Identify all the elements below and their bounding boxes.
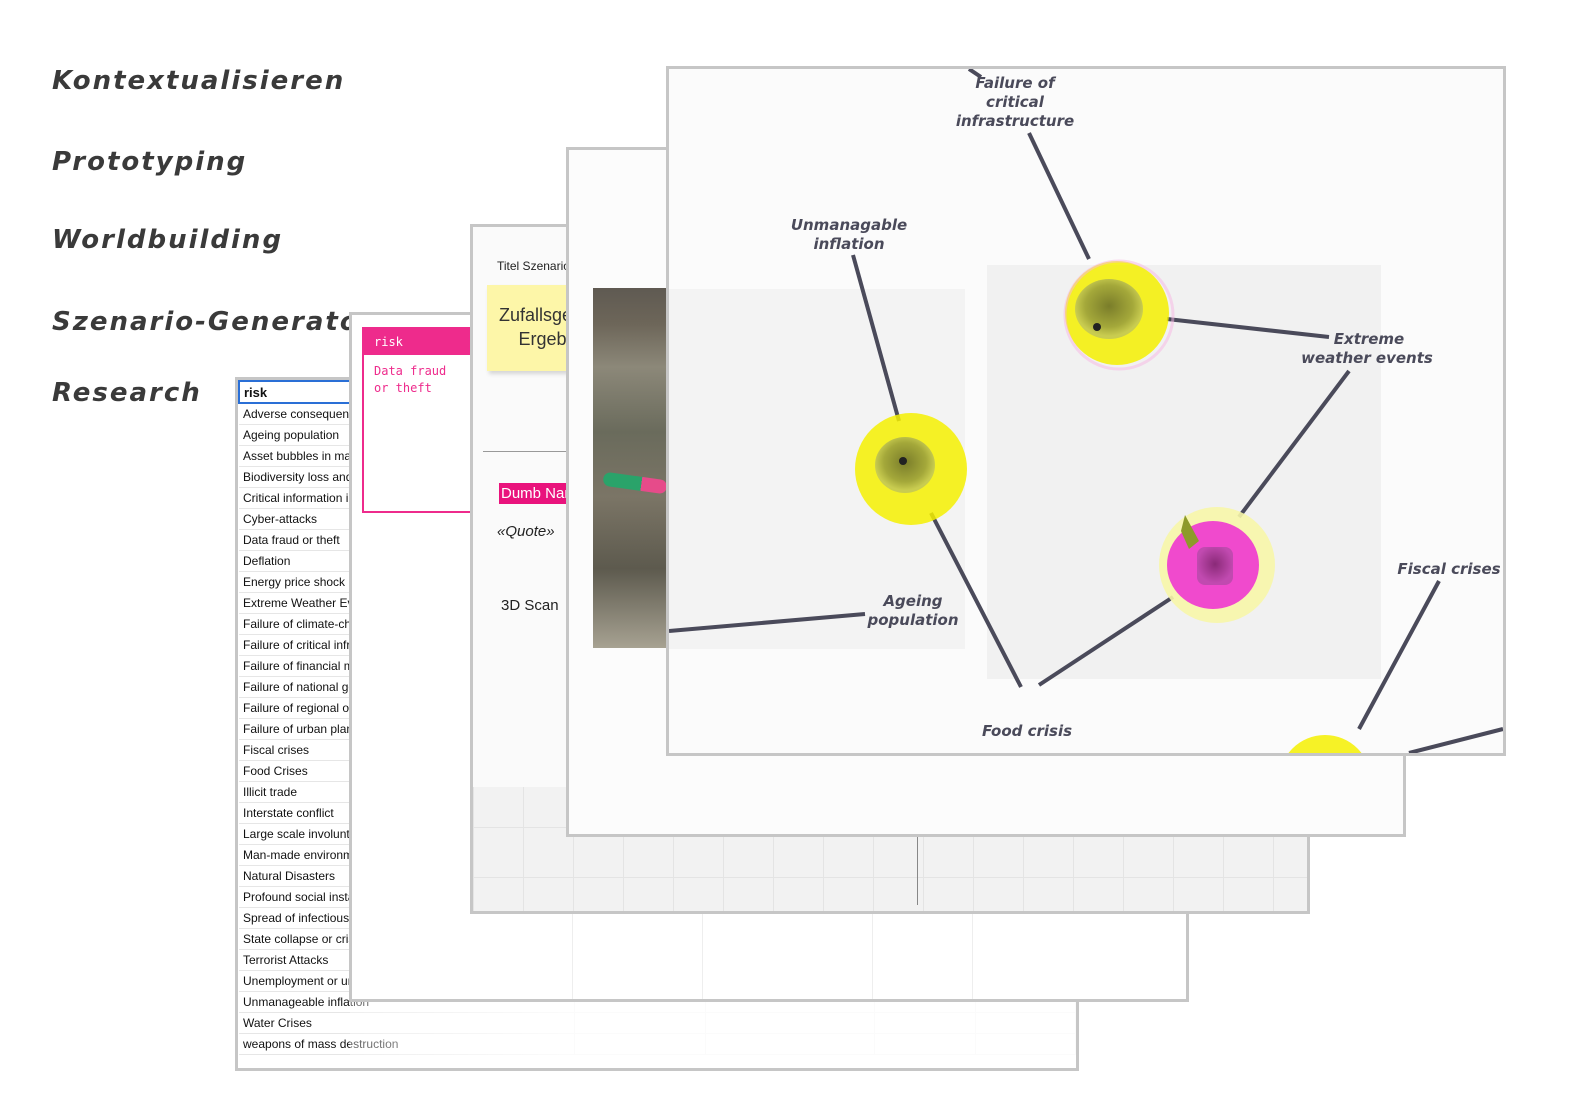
risk-node-bottom[interactable]: [1279, 735, 1371, 753]
stage-kontextualisieren[interactable]: Kontextualisieren: [52, 66, 346, 96]
divider: [483, 451, 573, 452]
risk-cell[interactable]: weapons of mass destruction: [239, 1033, 576, 1055]
svg-text:Failure of: Failure of: [975, 74, 1057, 92]
divider-vertical: [917, 835, 918, 905]
label-extreme-weather: Extreme weather events: [1301, 330, 1433, 367]
empty-cell[interactable]: [705, 1033, 876, 1055]
edge-hub-weather: [1166, 317, 1330, 339]
stage-szenario-generator[interactable]: Szenario-Generator: [52, 307, 375, 337]
empty-cell[interactable]: [574, 1033, 706, 1055]
risk-node-middle[interactable]: [855, 413, 967, 525]
label-failure-infrastructure: Failure of critical infrastructure: [956, 74, 1074, 130]
svg-text:population: population: [866, 611, 958, 629]
quote-text: «Quote»: [497, 523, 555, 540]
bg-panel: [987, 265, 1381, 679]
risk-node-top[interactable]: [1063, 259, 1175, 371]
risk-node-pink[interactable]: [1159, 507, 1275, 623]
edge-inflation-node: [851, 254, 901, 422]
scenario-title: Titel Szenario: [497, 259, 570, 273]
svg-text:Ageing: Ageing: [882, 592, 942, 610]
table-row: Water Crises: [239, 1012, 1076, 1034]
svg-text:critical: critical: [986, 93, 1045, 111]
empty-cell[interactable]: [874, 1033, 976, 1055]
stage-worldbuilding[interactable]: Worldbuilding: [52, 225, 284, 255]
empty-cell[interactable]: [874, 1012, 976, 1034]
svg-text:weather events: weather events: [1301, 349, 1433, 367]
svg-text:Unmanagable: Unmanagable: [791, 216, 907, 234]
3d-scan-label: 3D Scan: [501, 597, 559, 614]
empty-cell[interactable]: [705, 1012, 876, 1034]
svg-text:inflation: inflation: [813, 235, 884, 253]
risk-network-card[interactable]: Failure of critical infrastructure Unman…: [666, 66, 1506, 756]
empty-cell[interactable]: [975, 1012, 1076, 1034]
edge-fiscal: [1357, 580, 1441, 730]
empty-cell[interactable]: [574, 1012, 706, 1034]
label-unmanagable-inflation: Unmanagable inflation: [791, 216, 907, 253]
edge-food-pink: [1037, 595, 1175, 687]
risk-network-graph: Failure of critical infrastructure Unman…: [669, 69, 1503, 753]
graph-edges: [669, 69, 1503, 753]
label-food-crisis: Food crisis: [982, 722, 1072, 740]
table-row: weapons of mass destruction: [239, 1033, 1076, 1055]
edge-infra-hub: [1027, 132, 1091, 260]
label-fiscal-crises: Fiscal crises: [1397, 560, 1500, 578]
svg-text:Extreme: Extreme: [1334, 330, 1404, 348]
sticky-note-body: Data fraud or theft: [374, 364, 447, 395]
svg-text:infrastructure: infrastructure: [956, 112, 1074, 130]
stage-research[interactable]: Research: [52, 378, 202, 408]
label-ageing-population: Ageing population: [866, 592, 958, 629]
risk-cell[interactable]: Water Crises: [239, 1012, 576, 1034]
empty-cell[interactable]: [975, 1033, 1076, 1055]
edge-pink-weather: [1237, 369, 1351, 519]
edge-ageing: [669, 612, 866, 633]
edge-node-food: [929, 512, 1023, 688]
stage-prototyping[interactable]: Prototyping: [52, 147, 248, 177]
